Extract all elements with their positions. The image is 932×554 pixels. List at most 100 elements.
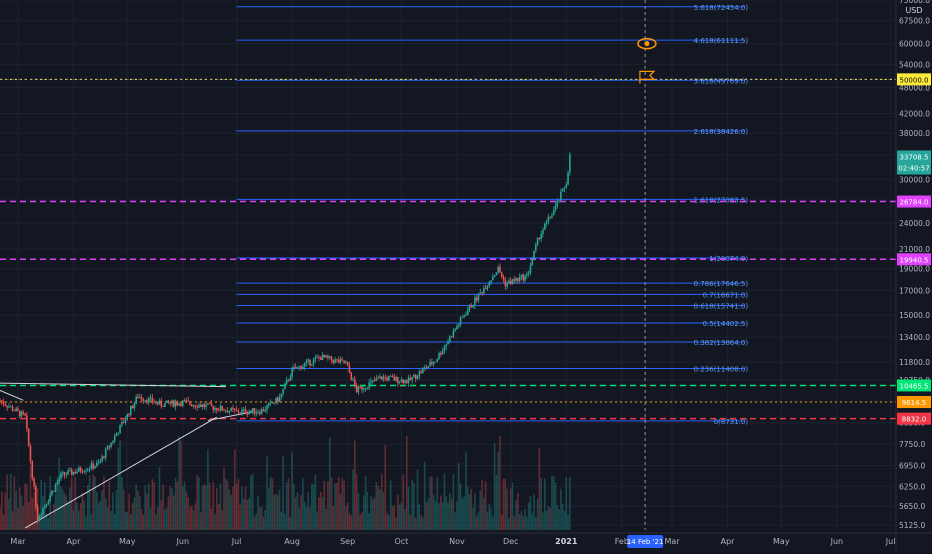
candle-body (395, 376, 397, 381)
candle-body (262, 409, 265, 412)
volume-bar (65, 495, 68, 530)
volume-bar (285, 482, 288, 530)
candle-body (423, 367, 426, 369)
time-tick-label: Jul (231, 537, 242, 546)
volume-bar (278, 489, 281, 530)
trendlines[interactable] (0, 382, 253, 529)
fib-level-label: 1.618(27083.5) (694, 196, 749, 204)
candle-body (441, 350, 444, 355)
volume-bar (397, 494, 399, 530)
volume-bar (237, 479, 240, 530)
volume-bar (463, 496, 465, 530)
time-axis[interactable]: Mar Apr May Jun Jul Aug Sep Oct Nov Dec 2021 Feb Mar… (0, 532, 932, 546)
candle-body (305, 360, 308, 364)
candle-body (269, 401, 272, 403)
volume-bar (502, 478, 505, 530)
candle-body (226, 410, 229, 413)
volume-bar (22, 506, 25, 530)
candle-body (300, 366, 302, 370)
candle-body (205, 404, 207, 407)
candle-body (316, 357, 318, 358)
volume-bar (52, 504, 55, 530)
candle-body (266, 405, 268, 410)
volume-bar (567, 514, 569, 530)
candle-body (556, 200, 559, 206)
candle-body (447, 341, 449, 345)
volume-bar (526, 516, 528, 530)
volume-bar (268, 487, 270, 530)
candle-body (115, 433, 118, 437)
candle-body (402, 379, 404, 384)
candle-body (361, 386, 363, 390)
candle-body (251, 408, 254, 412)
candle-body (483, 288, 485, 294)
candle-body (198, 404, 200, 408)
volume-bar (538, 447, 541, 530)
candle-body (259, 412, 261, 414)
candle-body (350, 372, 353, 380)
volume-bar (60, 486, 62, 530)
candle-body (448, 336, 451, 342)
candle-body (232, 407, 234, 410)
drawing-icons[interactable] (637, 37, 657, 84)
candle-body (49, 495, 51, 501)
volume-bar (135, 484, 137, 530)
time-tick-label: Apr (67, 537, 82, 546)
volume-bar (8, 499, 10, 530)
volume-bar (495, 474, 498, 530)
fib-level-label: 5.618(72454.0) (694, 4, 749, 12)
candle-body (429, 362, 431, 367)
volume-bar (251, 474, 254, 530)
volume-bar (110, 510, 112, 530)
candle-body (312, 359, 315, 364)
volume-bar (508, 517, 510, 530)
candle-body (397, 376, 399, 383)
fib-extension-tool[interactable]: 5.618(72454.0) 4.618(61111.5) 3.618(49769.… (236, 4, 749, 426)
candle-body (178, 403, 180, 406)
volume-bar (112, 492, 114, 530)
candle-body (327, 355, 329, 358)
volume-bar (81, 493, 84, 530)
price-tick-label: 5125.0 (899, 521, 925, 530)
volume-bar (529, 496, 532, 530)
fib-level-label: 0.5(14402.5) (703, 320, 749, 328)
volume-bar (339, 493, 342, 530)
candle-body (255, 412, 258, 414)
candle-body (370, 381, 372, 383)
candle-body (384, 376, 387, 378)
fib-level-label: 0.7(16671.0) (703, 291, 749, 299)
candle-body (293, 367, 295, 369)
volume-bar (115, 490, 118, 530)
candle-body (499, 266, 501, 273)
candle-body (250, 411, 252, 412)
candle-body (321, 354, 324, 360)
candle-body (22, 411, 25, 414)
volume-bar (171, 488, 173, 530)
candle-body (104, 449, 107, 458)
volume-bar (153, 482, 155, 530)
price-axis[interactable]: USD 5125.05650.06250.06950.07750.08650.0… (895, 0, 931, 550)
volume-bar (178, 436, 180, 530)
candle-body (119, 425, 121, 434)
volume-bar (413, 482, 415, 530)
candle-body (203, 404, 206, 407)
volume-bar (74, 477, 77, 530)
time-tick-label: Feb (615, 537, 629, 546)
candle-body (418, 371, 421, 377)
volume-bar (208, 482, 211, 530)
time-tick-label: Sep (340, 537, 355, 546)
candle-body (9, 406, 12, 408)
volume-bar (522, 515, 525, 530)
volume-bar (377, 485, 379, 530)
candle-body (74, 471, 77, 474)
candle-body (0, 400, 1, 402)
volume-bar (448, 492, 451, 530)
volume-bar (382, 492, 385, 530)
candle-body (368, 382, 370, 389)
trendline (0, 382, 226, 388)
volume-bar (156, 507, 159, 530)
volume-bar (155, 513, 157, 530)
candle-body (371, 380, 374, 382)
